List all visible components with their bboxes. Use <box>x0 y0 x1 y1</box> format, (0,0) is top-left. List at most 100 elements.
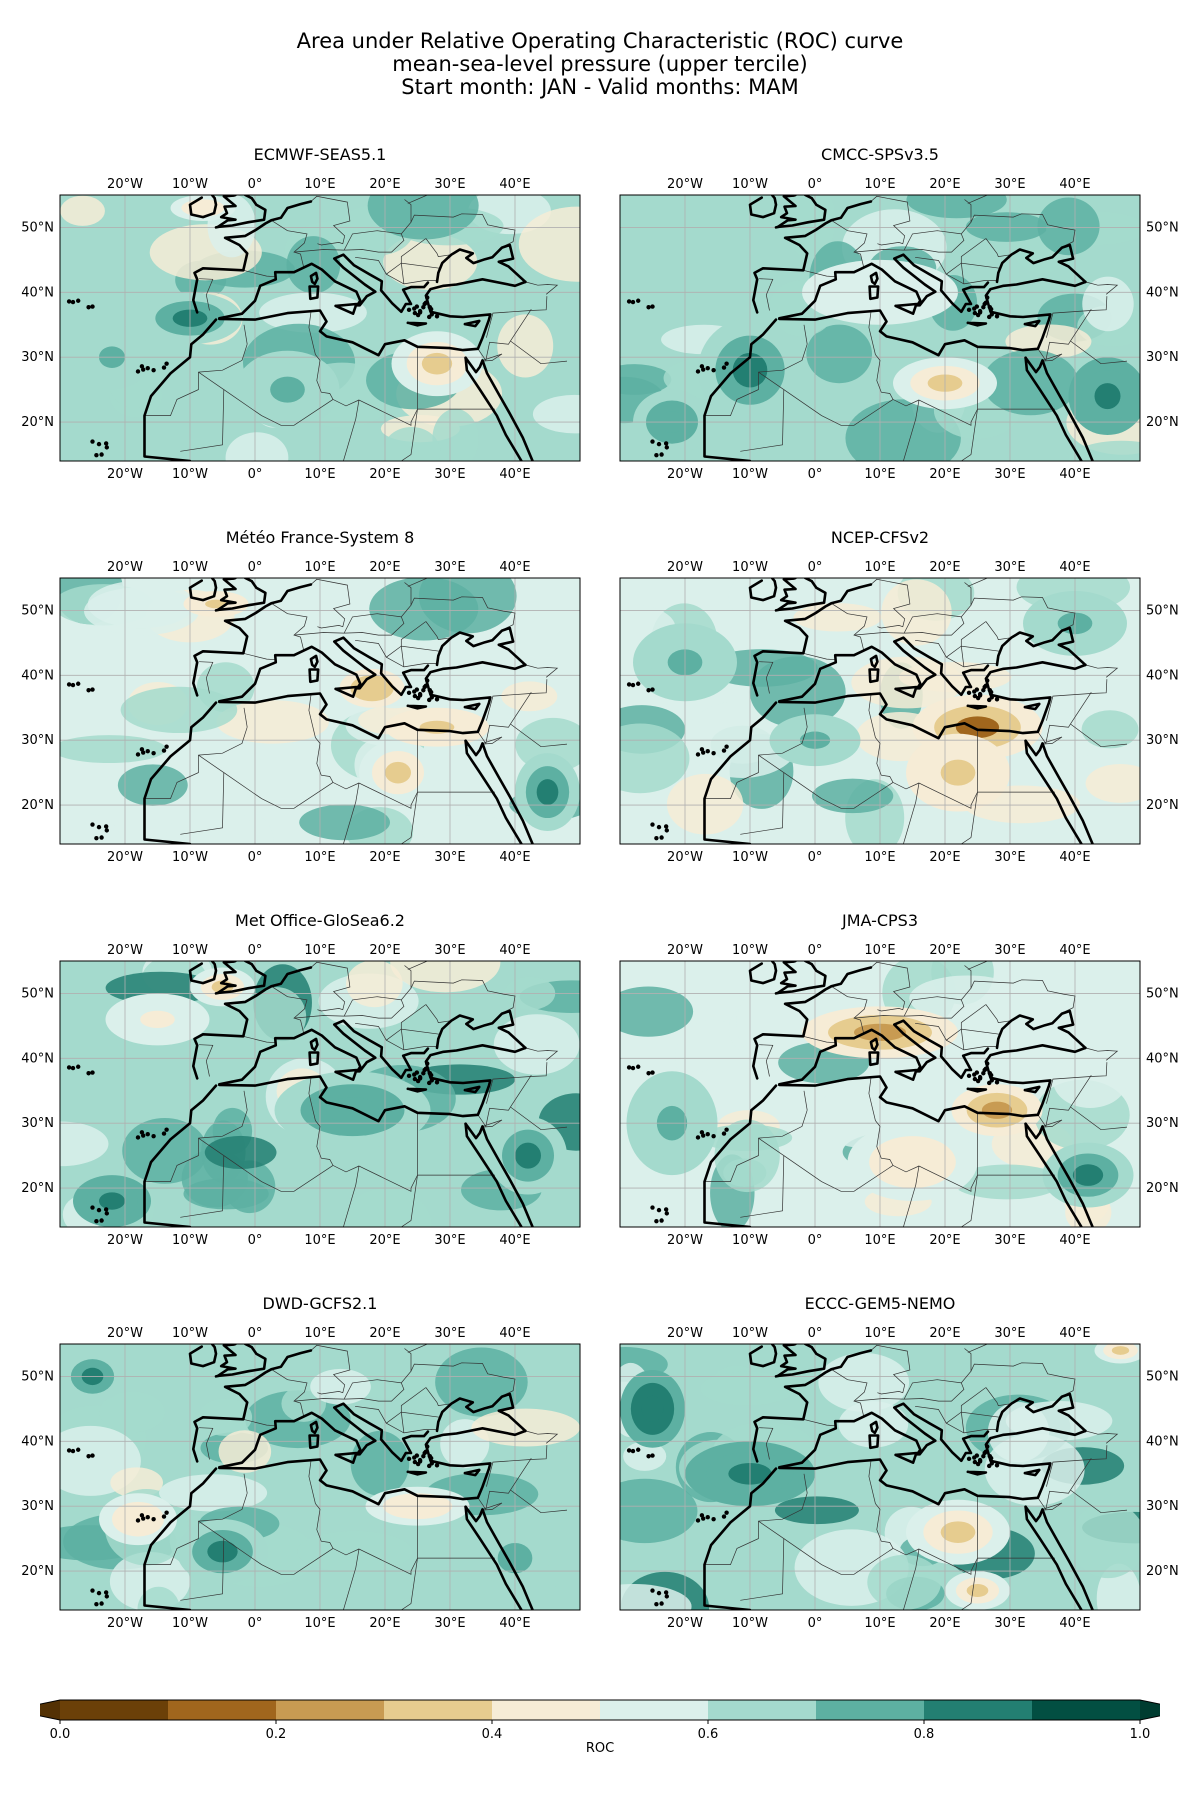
country-border <box>144 1521 199 1565</box>
country-border <box>481 1119 503 1128</box>
lon-tick-label-top: 20°E <box>929 177 960 192</box>
coastline <box>406 704 428 710</box>
coastline <box>966 1470 988 1476</box>
country-border <box>961 792 978 844</box>
country-border <box>704 1138 759 1182</box>
country-border <box>1070 723 1128 748</box>
lon-tick-label-bottom: 20°E <box>929 1233 960 1248</box>
country-border <box>853 199 972 253</box>
colorbar-tick-label: 0.0 <box>50 1727 71 1742</box>
roc-anomaly <box>966 1584 989 1598</box>
country-border <box>831 603 868 651</box>
island <box>982 684 987 690</box>
island <box>664 828 669 833</box>
roc-contour-blob <box>620 986 694 1037</box>
map-panel: CMCC-SPSv3.5 20°W 20°W 10°W 10°W 0° 0° 10°E 10°… <box>618 145 1179 482</box>
country-border <box>946 1039 997 1051</box>
lon-tick-label-top: 30°E <box>994 560 1025 575</box>
roc-contour-blob <box>297 1530 413 1573</box>
country-border <box>486 679 548 721</box>
roc-contour-blob <box>105 971 217 1005</box>
roc-anomaly <box>536 779 559 806</box>
country-border <box>961 409 978 461</box>
country-border <box>310 961 351 1012</box>
coastline <box>1024 739 1083 844</box>
island <box>96 441 102 447</box>
coastline <box>334 1451 358 1464</box>
country-border <box>223 389 334 426</box>
island <box>659 452 664 457</box>
coastline <box>216 1344 237 1378</box>
country-border <box>868 1078 920 1173</box>
roc-contour-blob <box>471 1408 580 1447</box>
island <box>695 1518 701 1523</box>
country-border <box>355 238 427 275</box>
coastline <box>218 636 430 703</box>
country-border <box>486 1062 548 1104</box>
country-border <box>904 616 965 636</box>
country-border <box>803 1418 836 1427</box>
lon-tick-label-bottom: 20°E <box>369 1616 400 1631</box>
country-border <box>355 621 427 658</box>
roc-anomaly <box>955 716 1000 739</box>
country-border <box>967 961 991 970</box>
country-border <box>740 1137 785 1218</box>
island <box>86 688 91 693</box>
country-border <box>223 1155 334 1192</box>
country-border <box>868 1461 920 1556</box>
country-border <box>904 999 965 1019</box>
country-border <box>915 621 987 658</box>
country-border <box>961 1175 978 1227</box>
island <box>636 1064 641 1069</box>
island <box>994 314 1000 319</box>
country-border <box>198 344 248 373</box>
coastline <box>869 271 879 286</box>
island <box>646 305 651 310</box>
lon-tick-label-top: 0° <box>248 1326 263 1341</box>
roc-contour-blob <box>99 1391 165 1433</box>
island <box>417 1459 423 1464</box>
lon-tick-label-top: 40°E <box>1059 560 1090 575</box>
roc-contour-blob <box>346 961 403 1008</box>
island <box>701 367 706 372</box>
island <box>972 693 978 699</box>
lon-tick-label-bottom: 40°E <box>499 850 530 865</box>
country-border <box>903 782 978 844</box>
lon-tick-label-top: 10°W <box>172 943 208 958</box>
roc-contour-blob <box>341 1188 432 1227</box>
coastline <box>143 1467 218 1610</box>
coastline <box>752 966 873 1080</box>
island <box>99 1218 104 1223</box>
country-border <box>407 195 431 204</box>
country-border <box>704 1521 759 1565</box>
colorbar-tick-label: 0.8 <box>914 1727 935 1742</box>
country-border <box>903 1548 978 1610</box>
coastline <box>966 321 988 327</box>
coastline <box>778 1019 990 1086</box>
country-border <box>915 1387 987 1424</box>
island <box>86 1071 91 1076</box>
country-border <box>271 1369 308 1417</box>
lon-tick-label-bottom: 0° <box>248 1616 263 1631</box>
island <box>724 1127 729 1132</box>
island <box>427 1463 432 1469</box>
map-svg: 20°W 20°W 10°W 10°W 0° 0° 10°E 10°E 20°E 20°E 30°E… <box>21 943 581 1248</box>
country-border <box>803 652 836 661</box>
lon-tick-label-bottom: 20°W <box>667 1616 703 1631</box>
country-border <box>977 729 1055 793</box>
island <box>412 1459 418 1465</box>
country-border <box>144 372 199 416</box>
island <box>94 452 99 458</box>
country-border <box>144 1138 199 1182</box>
coastline <box>748 195 778 219</box>
roc-contour-blob <box>390 961 501 993</box>
country-border <box>525 1430 559 1444</box>
country-border <box>803 707 808 728</box>
coastline <box>309 1037 319 1052</box>
lon-tick-label-bottom: 10°W <box>172 850 208 865</box>
coastline <box>214 1344 267 1378</box>
map-panel: NCEP-CFSv2 20°W 20°W 10°W 10°W 0° 0° 10°E 10°E 2… <box>618 528 1179 865</box>
island <box>656 1590 662 1596</box>
lon-tick-label-bottom: 20°W <box>107 1233 143 1248</box>
map-frame <box>619 960 1141 1228</box>
